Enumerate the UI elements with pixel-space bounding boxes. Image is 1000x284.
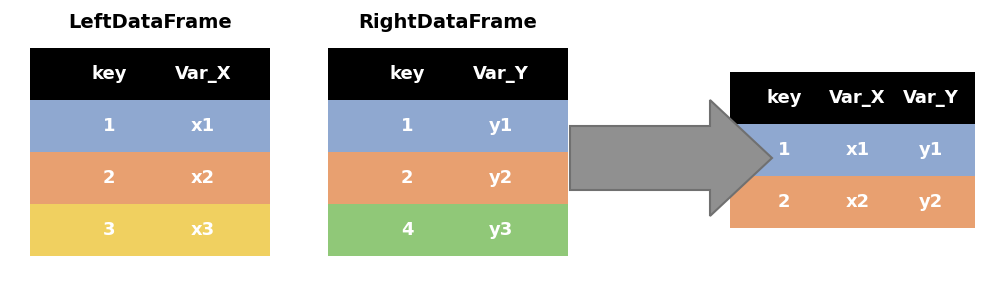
Bar — [30, 48, 270, 100]
Polygon shape — [570, 100, 772, 216]
Text: x1: x1 — [845, 141, 869, 159]
Text: RightDataFrame: RightDataFrame — [359, 12, 537, 32]
Bar — [730, 124, 975, 176]
Text: x2: x2 — [845, 193, 869, 211]
Text: Var_Y: Var_Y — [903, 89, 959, 107]
Text: 2: 2 — [778, 193, 790, 211]
Bar — [328, 204, 568, 256]
Text: Var_X: Var_X — [174, 65, 231, 83]
Text: Var_Y: Var_Y — [473, 65, 529, 83]
Text: key: key — [389, 65, 425, 83]
Text: 3: 3 — [103, 221, 115, 239]
Text: x2: x2 — [191, 169, 215, 187]
Text: y3: y3 — [489, 221, 513, 239]
Bar — [730, 72, 975, 124]
Text: key: key — [766, 89, 802, 107]
Bar — [30, 152, 270, 204]
Text: 1: 1 — [401, 117, 413, 135]
Text: key: key — [91, 65, 127, 83]
Bar — [30, 100, 270, 152]
Text: 1: 1 — [778, 141, 790, 159]
Text: y1: y1 — [489, 117, 513, 135]
Bar — [328, 100, 568, 152]
Text: Var_X: Var_X — [829, 89, 886, 107]
Text: 2: 2 — [401, 169, 413, 187]
Bar — [730, 176, 975, 228]
Text: x3: x3 — [191, 221, 215, 239]
Text: y2: y2 — [919, 193, 943, 211]
Text: 4: 4 — [401, 221, 413, 239]
Text: x1: x1 — [191, 117, 215, 135]
Bar — [328, 152, 568, 204]
Text: LeftDataFrame: LeftDataFrame — [68, 12, 232, 32]
Text: y2: y2 — [489, 169, 513, 187]
Text: y1: y1 — [919, 141, 943, 159]
Bar — [30, 204, 270, 256]
Text: 2: 2 — [103, 169, 115, 187]
Text: 1: 1 — [103, 117, 115, 135]
Bar — [328, 48, 568, 100]
